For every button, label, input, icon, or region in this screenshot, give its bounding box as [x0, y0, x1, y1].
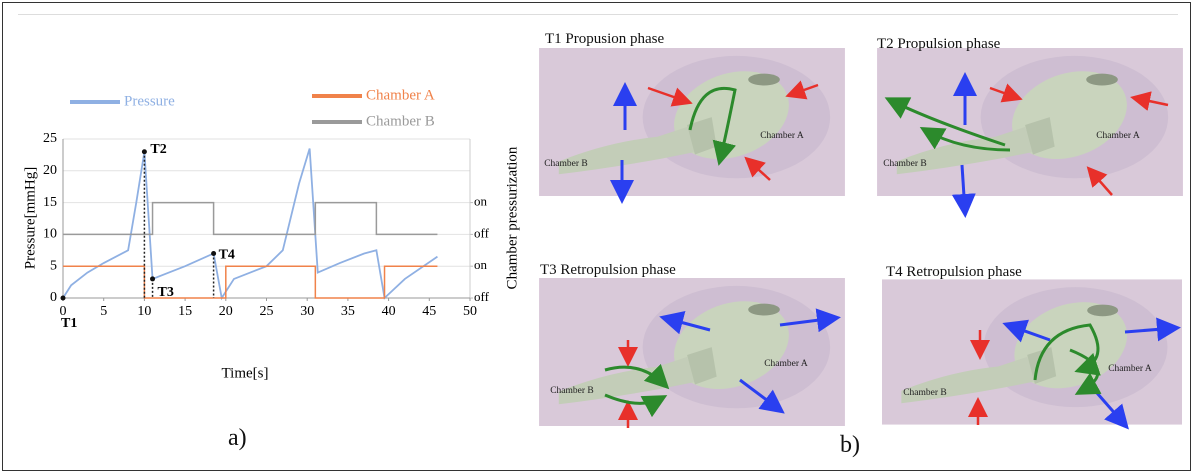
x-tick-label: 50: [463, 304, 477, 319]
annotation-label: T4: [219, 248, 235, 263]
chamber-label: Chamber B: [540, 158, 592, 170]
panel-label: b): [840, 432, 860, 459]
x-tick-label: 20: [219, 304, 233, 319]
phase-title: T2 Propulsion phase: [877, 36, 1000, 53]
annotation-point: [61, 296, 66, 301]
y2-tick-label: on: [474, 257, 488, 272]
y-tick-label: 0: [50, 290, 57, 305]
chamber-label: Chamber B: [546, 385, 598, 397]
y-tick-label: 15: [43, 195, 57, 210]
x-tick-label: 25: [260, 304, 274, 319]
y-tick-label: 20: [43, 163, 57, 178]
phase-title: T4 Retropulsion phase: [886, 264, 1022, 281]
annotation-point: [211, 251, 216, 256]
annotation-point: [150, 276, 155, 281]
chamber-label: Chamber A: [1104, 363, 1156, 375]
x-tick-label: 30: [300, 304, 314, 319]
x-axis-label: Time[s]: [222, 365, 269, 381]
x-tick-label: 45: [422, 304, 436, 319]
series-line: [63, 203, 437, 235]
y-tick-label: 10: [43, 227, 57, 242]
y2-axis-label: Chamber pressurization: [504, 146, 520, 289]
x-tick-label: 35: [341, 304, 355, 319]
annotation-label: T3: [158, 285, 174, 300]
chamber-label: Chamber A: [1092, 130, 1144, 142]
chart: Time[s] Pressure[mmHg] Chamber pressuriz…: [0, 0, 530, 475]
x-tick-label: 40: [382, 304, 396, 319]
legend-label: Chamber A: [366, 87, 435, 103]
x-tick-label: 10: [137, 304, 151, 319]
annotation-label: T2: [150, 142, 166, 157]
y2-tick-label: off: [474, 225, 490, 240]
chamber-label: Chamber A: [760, 358, 812, 370]
y-tick-label: 5: [50, 258, 57, 273]
chamber-label: Chamber B: [879, 158, 931, 170]
y-axis-label: Pressure[mmHg]: [22, 167, 38, 269]
page: { "chart_data": { "type": "line", "xlabe…: [0, 0, 1195, 475]
y2-tick-label: on: [474, 194, 488, 209]
y-tick-label: 25: [43, 131, 57, 146]
legend-label: Pressure: [124, 93, 175, 109]
y2-tick-label: off: [474, 289, 490, 304]
panel-label: a): [228, 425, 247, 452]
x-tick-label: 15: [178, 304, 192, 319]
chamber-label: Chamber A: [756, 130, 808, 142]
annotation-label: T1: [61, 316, 77, 331]
phase-title: T1 Propusion phase: [545, 31, 664, 48]
legend-label: Chamber B: [366, 113, 435, 129]
chamber-label: Chamber B: [899, 387, 951, 399]
annotation-point: [142, 149, 147, 154]
x-tick-label: 5: [100, 304, 107, 319]
phase-title: T3 Retropulsion phase: [540, 262, 676, 279]
